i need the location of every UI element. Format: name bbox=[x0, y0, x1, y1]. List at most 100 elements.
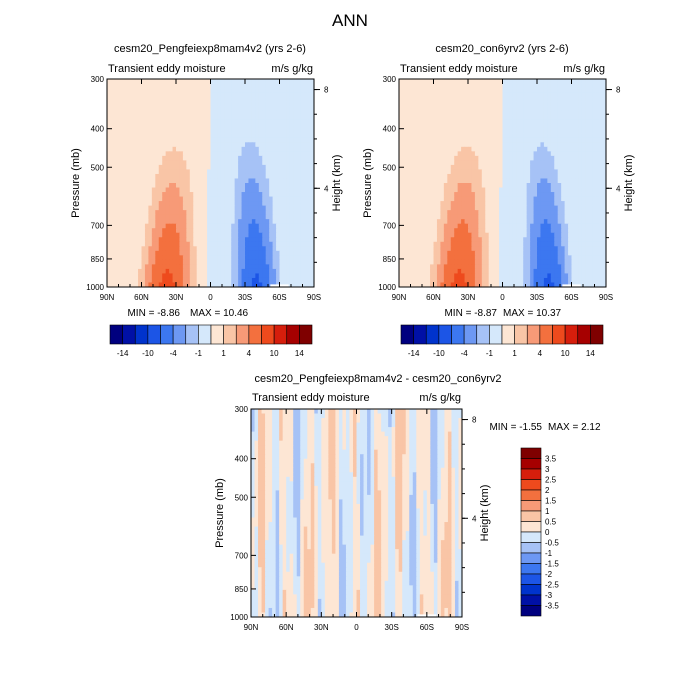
colorbar-box bbox=[451, 324, 465, 345]
colorbar-box bbox=[286, 324, 300, 345]
panel-subtitle-left: Transient eddy moisture bbox=[400, 63, 518, 75]
colorbar-label: -1 bbox=[545, 549, 553, 558]
panel-subtitle-right: m/s g/kg bbox=[271, 63, 313, 75]
colorbar-label: 3 bbox=[545, 465, 550, 474]
colorbar-box bbox=[514, 324, 528, 345]
colorbar-box bbox=[109, 324, 123, 345]
colorbar-box bbox=[501, 324, 515, 345]
x-tick-label: 90N bbox=[100, 293, 115, 302]
y-tick-label: 1000 bbox=[378, 283, 396, 292]
x-tick-label: 30N bbox=[169, 293, 184, 302]
colorbar-label: -0.5 bbox=[545, 539, 559, 548]
colorbar-label: 14 bbox=[586, 349, 595, 358]
y2-tick-label: 8 bbox=[472, 416, 477, 425]
colorbar-box bbox=[489, 324, 503, 345]
colorbar-label: 10 bbox=[270, 349, 279, 358]
y-tick-label: 850 bbox=[91, 255, 105, 264]
colorbar-box bbox=[520, 573, 542, 585]
x-tick-label: 30S bbox=[530, 293, 544, 302]
colorbar-label: 4 bbox=[247, 349, 252, 358]
colorbar-label: 0.5 bbox=[545, 518, 557, 527]
colorbar-box bbox=[248, 324, 262, 345]
colorbar: -14 -10 -4 -1 1 4 10 14 bbox=[400, 324, 604, 358]
y-tick-label: 500 bbox=[235, 493, 249, 502]
colorbar-label: -10 bbox=[142, 349, 154, 358]
x-tick-label: 90S bbox=[599, 293, 613, 302]
colorbar-box bbox=[520, 521, 542, 533]
colorbar-box bbox=[172, 324, 187, 345]
x-tick-label: 90S bbox=[455, 623, 469, 632]
contour-plot: 90N 60N 30N 0 30S 60S 90S 300 400 500 700 850 1000 8 4… bbox=[214, 405, 491, 632]
max-label: MAX = 2.12 bbox=[548, 422, 601, 433]
colorbar-box bbox=[413, 324, 427, 345]
x-tick-label: 90S bbox=[307, 293, 321, 302]
colorbar-box bbox=[261, 324, 275, 345]
colorbar-label: 2 bbox=[545, 486, 550, 495]
colorbar-box bbox=[438, 324, 452, 345]
max-label: MAX = 10.46 bbox=[190, 308, 249, 319]
colorbar-box bbox=[223, 324, 237, 345]
colorbar-label: -14 bbox=[117, 349, 129, 358]
colorbar-box bbox=[520, 500, 542, 512]
x-tick-label: 90N bbox=[392, 293, 407, 302]
colorbar-box bbox=[552, 324, 566, 345]
colorbar-box bbox=[476, 324, 490, 345]
max-label: MAX = 10.37 bbox=[503, 308, 562, 319]
colorbar-box bbox=[198, 324, 212, 345]
panel-title: cesm20_Pengfeiexp8mam4v2 - cesm20_con6yr… bbox=[254, 373, 501, 385]
y2-axis-title: Height (km) bbox=[479, 485, 491, 542]
y2-tick-label: 4 bbox=[324, 184, 329, 193]
y-axis-title: Pressure (mb) bbox=[70, 148, 82, 218]
y-tick-label: 700 bbox=[91, 221, 105, 230]
colorbar-label: 3.5 bbox=[545, 455, 557, 464]
colorbar-label: 14 bbox=[295, 349, 304, 358]
colorbar-label: -4 bbox=[461, 349, 469, 358]
filled-contours bbox=[399, 79, 606, 287]
colorbar-box bbox=[526, 324, 541, 345]
colorbar-label: 10 bbox=[561, 349, 570, 358]
y-tick-label: 1000 bbox=[230, 613, 248, 622]
colorbar-box bbox=[564, 324, 579, 345]
contour-plot: 90N 60N 30N 0 30S 60S 90S 300 400 500 700 850 1000 8 4… bbox=[70, 75, 343, 302]
colorbar-label: -2 bbox=[545, 570, 553, 579]
x-tick-label: 30S bbox=[238, 293, 252, 302]
y-tick-label: 400 bbox=[235, 455, 249, 464]
y-tick-label: 400 bbox=[383, 125, 397, 134]
x-tick-label: 30N bbox=[314, 623, 329, 632]
colorbar-label: -3 bbox=[545, 591, 553, 600]
x-tick-label: 0 bbox=[354, 623, 359, 632]
y-tick-label: 700 bbox=[235, 551, 249, 560]
colorbar-box bbox=[400, 324, 414, 345]
y-axis-title: Pressure (mb) bbox=[362, 148, 374, 218]
panel-control: cesm20_con6yrv2 (yrs 2-6) Transient eddy… bbox=[362, 43, 635, 358]
colorbar-label: 1.5 bbox=[545, 497, 557, 506]
panel-subtitle-left: Transient eddy moisture bbox=[108, 63, 226, 75]
page-title: ANN bbox=[332, 11, 368, 30]
colorbar-label: 1 bbox=[545, 507, 550, 516]
colorbar-label: 0 bbox=[545, 528, 550, 537]
x-tick-label: 60N bbox=[426, 293, 441, 302]
colorbar-box bbox=[520, 468, 542, 480]
y2-tick-label: 8 bbox=[324, 86, 329, 95]
colorbar-box bbox=[520, 542, 542, 554]
x-tick-label: 60S bbox=[564, 293, 578, 302]
x-tick-label: 60N bbox=[279, 623, 294, 632]
colorbar-label: -1 bbox=[195, 349, 203, 358]
colorbar-box bbox=[134, 324, 149, 345]
x-tick-label: 30N bbox=[461, 293, 476, 302]
x-tick-label: 0 bbox=[208, 293, 213, 302]
filled-contours bbox=[107, 79, 314, 287]
panel-subtitle-right: m/s g/kg bbox=[563, 63, 605, 75]
colorbar-label: -2.5 bbox=[545, 581, 559, 590]
panel-title: cesm20_con6yrv2 (yrs 2-6) bbox=[435, 43, 568, 55]
x-tick-label: 60N bbox=[134, 293, 149, 302]
y2-tick-label: 4 bbox=[472, 514, 477, 523]
y2-axis-title: Height (km) bbox=[623, 155, 635, 212]
panel-subtitle-right: m/s g/kg bbox=[419, 392, 461, 404]
colorbar-box bbox=[463, 324, 478, 345]
colorbar-box bbox=[539, 324, 553, 345]
colorbar-box bbox=[520, 510, 542, 522]
colorbar-box bbox=[520, 489, 542, 501]
min-label: MIN = -8.87 bbox=[444, 308, 497, 319]
panel-test: cesm20_Pengfeiexp8mam4v2 (yrs 2-6) Trans… bbox=[70, 43, 343, 358]
